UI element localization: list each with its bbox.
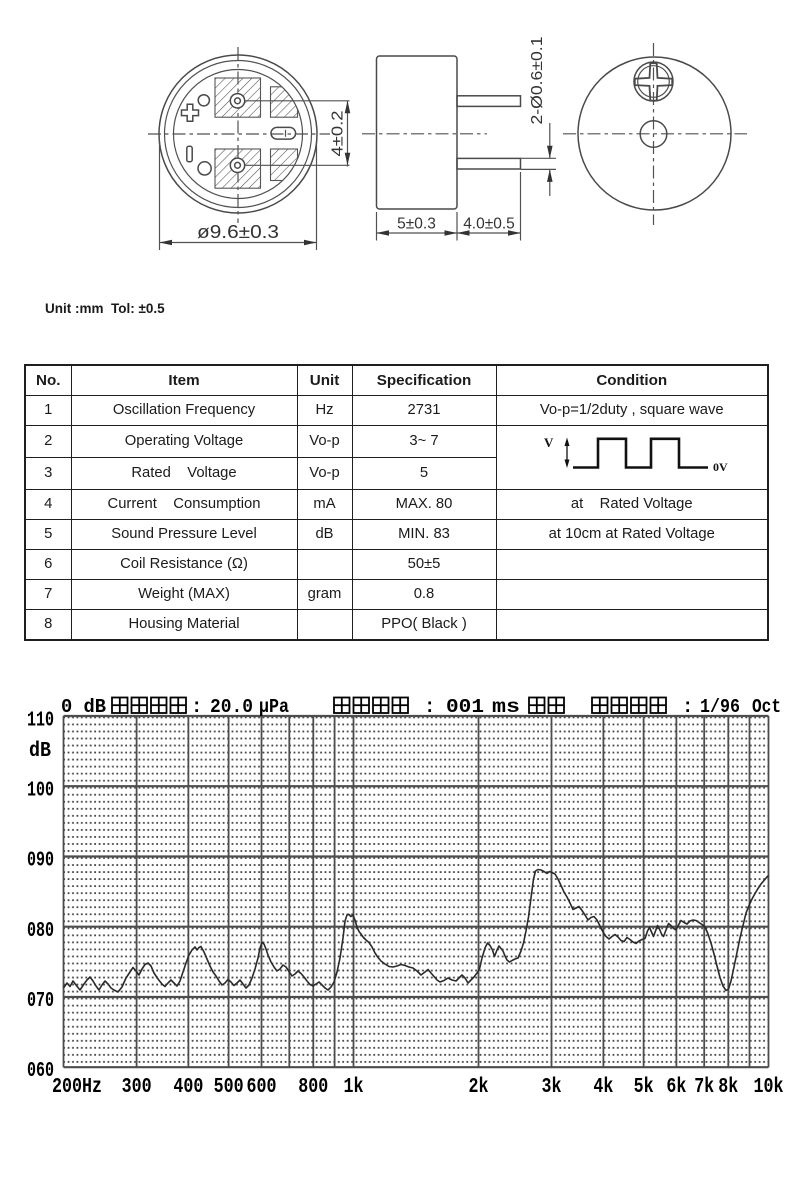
svg-text:500: 500 xyxy=(214,1075,244,1099)
svg-text::: : xyxy=(682,696,693,718)
svg-text:100: 100 xyxy=(27,779,54,803)
svg-text::: : xyxy=(191,696,202,718)
svg-text:1k: 1k xyxy=(344,1075,364,1099)
svg-text:070: 070 xyxy=(27,989,54,1013)
svg-text:20.0: 20.0 xyxy=(210,696,253,718)
svg-text:3k: 3k xyxy=(542,1075,562,1099)
svg-text:1/96: 1/96 xyxy=(700,696,740,718)
svg-text:080: 080 xyxy=(27,919,54,943)
svg-text:600: 600 xyxy=(247,1075,277,1099)
svg-text:200Hz: 200Hz xyxy=(52,1075,102,1099)
svg-text:Oct: Oct xyxy=(752,696,781,718)
svg-text:2k: 2k xyxy=(469,1075,489,1099)
svg-text:2-Ø0.6±0.1: 2-Ø0.6±0.1 xyxy=(529,37,546,125)
svg-text:ms: ms xyxy=(492,696,520,718)
svg-text:5±0.3: 5±0.3 xyxy=(397,216,436,233)
svg-text:300: 300 xyxy=(122,1075,152,1099)
svg-text:4±0.2: 4±0.2 xyxy=(330,111,347,157)
svg-text:8k: 8k xyxy=(718,1075,738,1099)
svg-text:400: 400 xyxy=(173,1075,203,1099)
svg-text:ø9.6±0.3: ø9.6±0.3 xyxy=(197,221,279,242)
svg-text:4.0±0.5: 4.0±0.5 xyxy=(463,216,515,233)
svg-text:4k: 4k xyxy=(593,1075,613,1099)
svg-text:0V: 0V xyxy=(713,460,728,474)
svg-text:dB: dB xyxy=(29,739,51,763)
svg-text:800: 800 xyxy=(298,1075,328,1099)
svg-text:110: 110 xyxy=(27,709,54,733)
svg-text::: : xyxy=(424,696,435,718)
svg-text:µPa: µPa xyxy=(259,696,289,718)
svg-text:6k: 6k xyxy=(666,1075,686,1099)
svg-text:10k: 10k xyxy=(754,1075,784,1099)
svg-text:001: 001 xyxy=(446,696,484,718)
svg-text:0 dB: 0 dB xyxy=(61,696,106,718)
svg-text:V: V xyxy=(544,435,554,450)
svg-text:7k: 7k xyxy=(694,1075,714,1099)
svg-text:5k: 5k xyxy=(634,1075,654,1099)
svg-text:090: 090 xyxy=(27,849,54,873)
svg-text:060: 060 xyxy=(27,1059,54,1083)
